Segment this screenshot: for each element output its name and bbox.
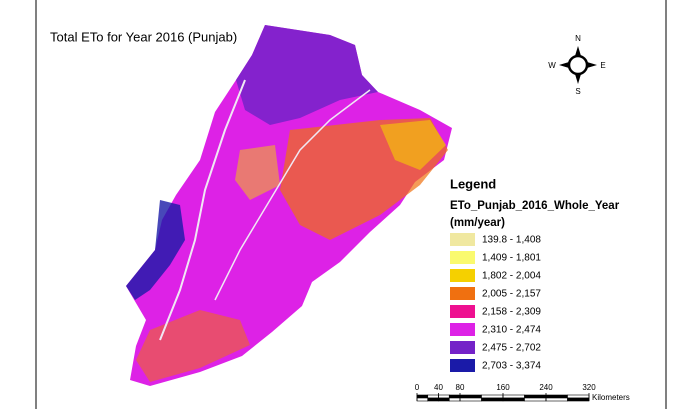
legend-swatch xyxy=(450,305,475,318)
legend-swatch xyxy=(450,287,475,300)
scale-segment xyxy=(502,397,525,402)
compass-e: E xyxy=(600,61,605,70)
legend-heading: Legend xyxy=(450,176,496,191)
legend-label: 2,310 - 2,474 xyxy=(482,325,541,336)
scale-segment xyxy=(567,394,590,399)
legend-label: 2,158 - 2,309 xyxy=(482,307,541,318)
legend-swatch xyxy=(450,341,475,354)
legend-layer: ETo_Punjab_2016_Whole_Year xyxy=(450,200,620,212)
compass-n: N xyxy=(575,34,581,43)
legend-label: 139.8 - 1,408 xyxy=(482,235,541,246)
legend-label: 2,005 - 2,157 xyxy=(482,289,541,300)
legend-swatch xyxy=(450,359,475,372)
scale-segment xyxy=(481,397,504,402)
scale-segment xyxy=(438,394,450,399)
scale-segment xyxy=(438,397,450,402)
scale-tick-label: 0 xyxy=(415,383,420,392)
scale-tick-label: 160 xyxy=(496,383,510,392)
scale-segment xyxy=(502,394,525,399)
scale-segment xyxy=(416,394,429,399)
scale-segment xyxy=(427,394,439,399)
map-title: Total ETo for Year 2016 (Punjab) xyxy=(50,29,237,44)
legend-swatch xyxy=(450,323,475,336)
scale-tick-label: 320 xyxy=(582,383,596,392)
scale-segment xyxy=(448,397,461,402)
scale-units: Kilometers xyxy=(592,393,630,402)
scale-tick-label: 40 xyxy=(434,383,443,392)
scale-segment xyxy=(567,397,590,402)
legend-swatch xyxy=(450,269,475,282)
compass: N S E W xyxy=(548,34,605,96)
legend-items: 139.8 - 1,408 1,409 - 1,801 1,802 - 2,004 2… xyxy=(450,233,541,372)
scale-segment xyxy=(427,397,439,402)
legend-units: (mm/year) xyxy=(450,217,505,229)
compass-w: W xyxy=(548,61,556,70)
scale-segment xyxy=(459,397,482,402)
legend-swatch xyxy=(450,251,475,264)
punjab-map xyxy=(126,25,452,386)
compass-s: S xyxy=(575,87,580,96)
scale-segment xyxy=(481,394,504,399)
scale-segment xyxy=(545,394,568,399)
scale-segment xyxy=(524,397,547,402)
legend-label: 1,802 - 2,004 xyxy=(482,271,541,282)
scale-segment xyxy=(524,394,547,399)
legend-label: 1,409 - 1,801 xyxy=(482,253,541,264)
scale-segment xyxy=(459,394,482,399)
scale-tick-label: 80 xyxy=(456,383,465,392)
legend-swatch xyxy=(450,233,475,246)
scale-segment xyxy=(545,397,568,402)
legend-label: 2,703 - 3,374 xyxy=(482,361,541,372)
scale-segment xyxy=(448,394,461,399)
scale-tick-label: 240 xyxy=(539,383,553,392)
scale-segment xyxy=(416,397,429,402)
legend-label: 2,475 - 2,702 xyxy=(482,343,541,354)
